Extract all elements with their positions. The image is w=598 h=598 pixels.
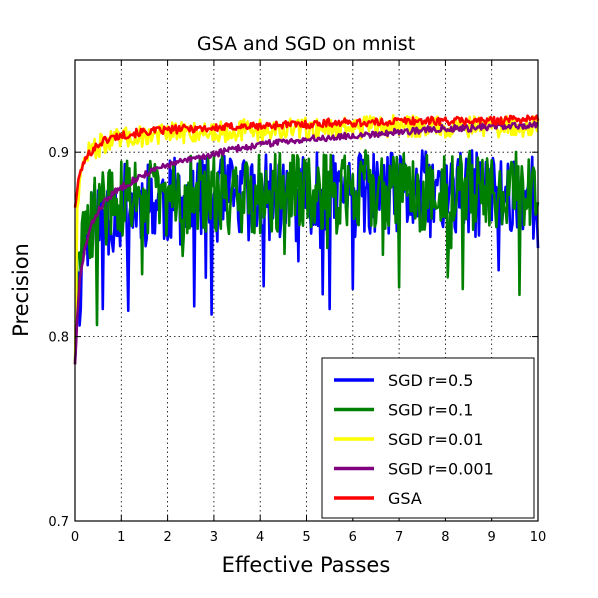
x-tick-label: 1 (117, 530, 125, 545)
x-tick-label: 0 (71, 530, 79, 545)
y-axis-title: Precision (9, 243, 33, 337)
axis-ticks: 0 1 2 3 4 5 6 7 8 9 10 0.7 0.8 0.9 (48, 60, 546, 545)
y-tick-label: 0.7 (48, 515, 69, 530)
x-tick-label: 8 (441, 530, 449, 545)
x-tick-label: 4 (256, 530, 264, 545)
x-axis-title: Effective Passes (222, 553, 391, 577)
x-tick-label: 7 (395, 530, 403, 545)
x-tick-label: 10 (530, 530, 547, 545)
legend-label: SGD r=0.001 (388, 460, 494, 479)
chart-title: GSA and SGD on mnist (197, 33, 415, 55)
series-line (73, 120, 539, 365)
series-lines (73, 114, 540, 365)
y-tick-label: 0.8 (48, 331, 69, 346)
legend: SGD r=0.5 SGD r=0.1 SGD r=0.01 SGD r=0.001 G… (321, 357, 535, 519)
series-line (73, 114, 540, 208)
x-tick-label: 5 (302, 530, 310, 545)
x-tick-label: 6 (349, 530, 357, 545)
legend-label: SGD r=0.1 (388, 401, 473, 420)
x-tick-label: 9 (488, 530, 496, 545)
legend-label: GSA (388, 489, 422, 508)
legend-label: SGD r=0.5 (388, 371, 473, 390)
x-tick-label: 3 (210, 530, 218, 545)
legend-label: SGD r=0.01 (388, 430, 484, 449)
x-tick-label: 2 (163, 530, 171, 545)
y-tick-label: 0.9 (48, 146, 69, 161)
